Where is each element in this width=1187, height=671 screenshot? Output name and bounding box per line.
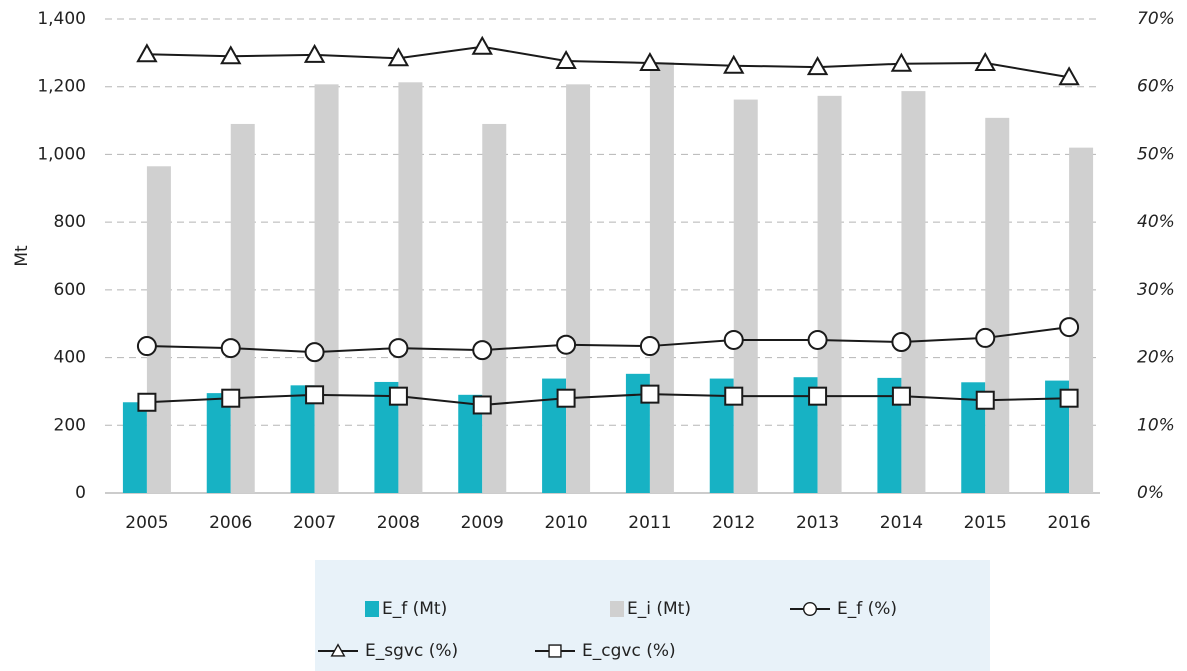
bar <box>122 402 147 493</box>
bar <box>985 117 1010 493</box>
y-tick-label: 800 <box>54 212 86 232</box>
marker <box>891 331 912 352</box>
legend-marker <box>330 643 346 657</box>
legend-box <box>315 560 990 671</box>
legend-label: E_sgvc (%) <box>365 641 458 661</box>
y2-tick-label: 30% <box>1137 280 1175 300</box>
marker <box>808 386 828 406</box>
bar <box>901 91 926 493</box>
x-tick-label: 2013 <box>796 513 839 533</box>
legend-label: E_cgvc (%) <box>582 641 676 661</box>
marker <box>639 336 660 357</box>
marker <box>1058 66 1080 86</box>
legend-swatch <box>365 601 379 617</box>
marker <box>136 43 158 63</box>
bar <box>146 166 171 493</box>
marker <box>723 329 744 350</box>
y-axis-label: Mt <box>12 245 32 267</box>
y-tick-label: 200 <box>54 415 86 435</box>
y2-tick-label: 70% <box>1137 9 1175 29</box>
bar <box>206 393 231 493</box>
marker <box>1059 317 1080 338</box>
bar <box>817 95 842 493</box>
marker <box>387 47 410 67</box>
line <box>146 326 1070 354</box>
bar <box>230 123 255 493</box>
marker <box>639 51 661 72</box>
y2-tick-label: 50% <box>1137 144 1175 164</box>
x-tick-label: 2015 <box>964 513 1007 533</box>
x-tick-label: 2009 <box>461 513 504 533</box>
x-tick-label: 2008 <box>377 513 420 533</box>
x-tick-label: 2010 <box>544 513 587 533</box>
marker <box>1059 388 1079 408</box>
marker <box>220 338 241 359</box>
line <box>146 45 1070 79</box>
marker <box>806 56 829 76</box>
marker <box>975 390 995 410</box>
x-tick-label: 2016 <box>1047 513 1090 533</box>
line <box>146 393 1070 406</box>
marker <box>556 388 576 408</box>
marker <box>136 336 157 357</box>
marker <box>724 386 744 406</box>
marker <box>975 327 996 348</box>
marker <box>555 49 577 69</box>
marker <box>221 388 241 408</box>
y-tick-label: 600 <box>54 280 86 300</box>
x-tick-label: 2007 <box>293 513 336 533</box>
marker <box>472 395 492 415</box>
marker <box>388 386 408 406</box>
bar <box>482 123 507 493</box>
x-tick-label: 2014 <box>880 513 923 533</box>
y-tick-label: 1,400 <box>37 9 86 29</box>
marker <box>220 45 242 65</box>
y2-tick-label: 0% <box>1137 483 1164 503</box>
y-tick-label: 400 <box>54 348 86 368</box>
bar <box>314 84 339 493</box>
x-tick-label: 2005 <box>125 513 168 533</box>
bar <box>398 82 423 493</box>
y-tick-label: 1,000 <box>37 144 86 164</box>
marker <box>640 384 660 404</box>
marker <box>891 386 911 406</box>
marker <box>974 51 996 72</box>
y2-tick-label: 20% <box>1137 348 1175 368</box>
y-tick-label: 0 <box>75 483 86 503</box>
marker <box>472 340 493 361</box>
legend-label: E_f (Mt) <box>382 599 447 619</box>
bar <box>566 84 591 493</box>
marker <box>556 334 577 355</box>
x-tick-label: 2006 <box>209 513 252 533</box>
x-tick-label: 2012 <box>712 513 755 533</box>
y2-tick-label: 40% <box>1137 212 1175 232</box>
legend-marker <box>802 602 817 617</box>
marker <box>471 35 493 55</box>
x-tick-label: 2011 <box>628 513 671 533</box>
marker <box>305 385 325 405</box>
marker <box>303 43 326 63</box>
y2-tick-label: 60% <box>1137 77 1175 97</box>
marker <box>304 342 325 363</box>
marker <box>388 338 409 359</box>
y-tick-label: 1,200 <box>37 77 86 97</box>
bar <box>649 62 674 493</box>
legend-label: E_i (Mt) <box>627 599 691 619</box>
marker <box>807 329 828 350</box>
bar <box>733 99 758 493</box>
legend-marker <box>548 644 562 658</box>
y2-tick-label: 10% <box>1137 415 1175 435</box>
marker <box>723 54 745 74</box>
legend-label: E_f (%) <box>837 599 897 619</box>
legend-swatch <box>610 601 624 617</box>
marker <box>137 392 157 412</box>
marker <box>890 52 913 72</box>
